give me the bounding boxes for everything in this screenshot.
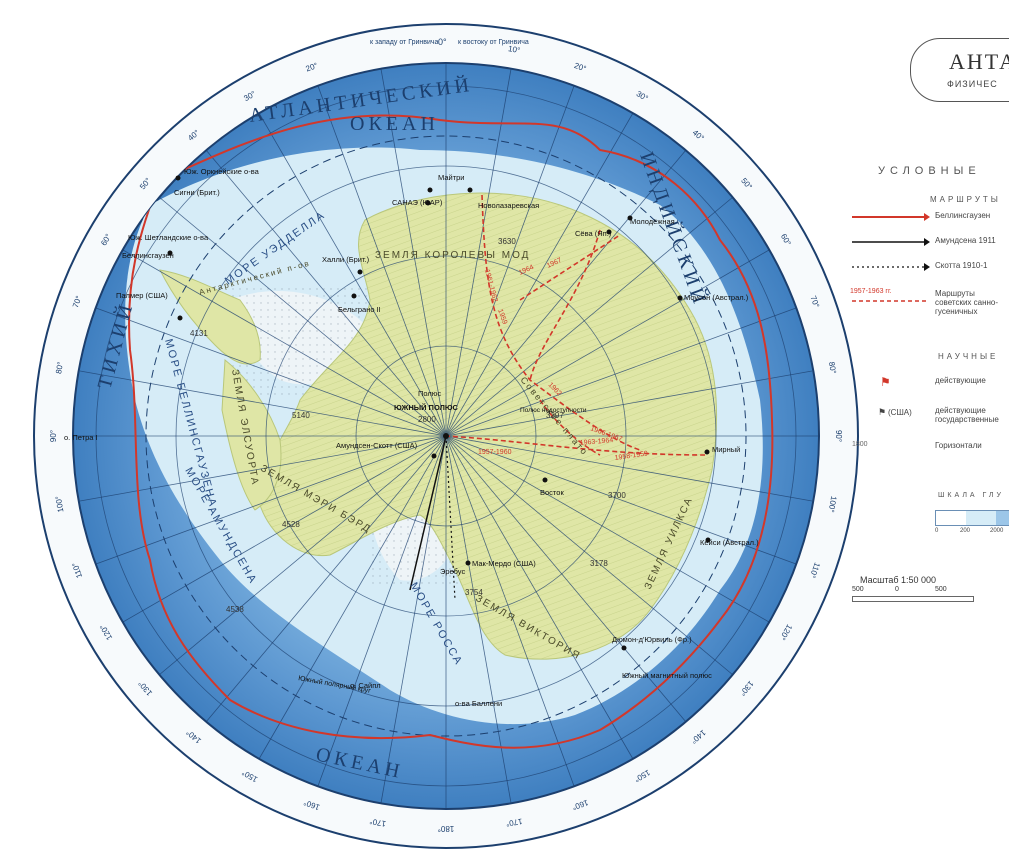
atlantic-ocean-label-2: ОКЕАН [350,113,439,135]
elevation-label: 4131 [190,329,208,338]
place-palmer: Палмер (США) [116,291,168,300]
place-vostok: Восток [540,488,564,497]
red-flag-icon: ⚑ [880,375,891,389]
dotted-arrow-icon [850,262,930,272]
place-novolazarevskaya: Новолазаревская [478,201,539,210]
depth-tick: 200 [960,528,970,534]
legend-row-code: (США) [888,408,912,417]
scale-bar [852,596,974,602]
place-sanae: САНАЭ (ЮАР) [392,198,443,207]
scale-text: Масштаб 1:50 000 [860,575,936,585]
black-arrow-icon [850,237,930,247]
legend-row-label: действующие [935,376,986,385]
place-casey: Кейси (Австрал.) [700,538,759,547]
ring-degree-label: 180° [438,824,455,833]
elevation-label: 3754 [465,588,483,597]
legend-row-label: Горизонтали [935,441,982,450]
ring-label-west: к западу от Гринвича [370,39,439,46]
place-signy: Сигни (Брит.) [174,188,220,197]
place-mirny: Мирный [712,445,740,454]
place-pole-1: Полюс [418,389,441,398]
route-year-label: 1957-1960 [478,449,512,456]
title-cartouche: АНТА ФИЗИЧЕС [910,38,1009,102]
legend-heading: УСЛОВНЫЕ [878,165,981,177]
legend-row-label: Амундсена 1911 [935,236,996,245]
place-bellingshausen: Беллинсгаузен [122,251,174,260]
depth-scale-bar [935,510,1009,526]
legend-row-code: 1957-1963 гг. [850,288,892,295]
place-mcmurdo: Мак-Мердо (США) [472,559,536,568]
place-pole-2: ЮЖНЫЙ ПОЛЮС [394,403,458,412]
place-south-shetland: Юж. Шетландские о-ва [128,233,209,242]
place-molodyozhnaya: Молодёжная [630,217,675,226]
elevation-label: 4528 [282,520,300,529]
place-syowa: Сёва (Яп.) [575,229,612,238]
place-dumont: Дюмон-д'Юрвиль (Фр.) [612,635,692,644]
scale-tick: 500 [852,586,864,593]
place-magnetic-pole: Южный магнитный полюс [622,671,712,680]
ring-label-zero: 0° [438,37,447,47]
scale-tick: 0 [895,586,899,593]
dashed-red-line-icon [850,298,930,304]
depth-tick: 0 [935,528,938,534]
place-erebus: Эребус [440,567,465,576]
scale-tick: 500 [935,586,947,593]
legend-panel: АНТА ФИЗИЧЕС УСЛОВНЫЕ МАРШРУТЫ Беллинсга… [850,30,1009,670]
map-subtitle: ФИЗИЧЕС [947,79,998,89]
legend-depth-title: ШКАЛА ГЛУ [938,492,1004,499]
map-title: АНТА [949,49,1009,75]
legend-row-label: Маршруты советских санно-гусеничных [935,289,1005,316]
queen-maud-land-label: ЗЕМЛЯ КОРОЛЕВЫ МОД [375,250,530,261]
place-balleny: о-ва Баллени [455,699,502,708]
elevation-label: 3630 [498,237,516,246]
place-belgrano: Бельграно II [338,305,381,314]
legend-row-label: действующие государственные [935,406,1005,424]
legend-science-title: НАУЧНЫЕ [938,352,998,361]
elevation-label: 3700 [608,491,626,500]
place-peter-i: о. Петра I [64,433,98,442]
elevation-label: 2800 [418,415,436,424]
red-arrow-icon [850,212,930,222]
depth-tick: 2000 [990,528,1003,534]
place-maitri: Майтри [438,173,465,182]
elevation-label: 5140 [292,411,310,420]
legend-row-label: Скотта 1910-1 [935,261,987,270]
elevation-label: 3178 [590,559,608,568]
ring-degree-label: 90° [834,430,843,442]
legend-row-label: Беллинсгаузен [935,211,990,220]
black-flag-icon: ⚑ [878,407,886,418]
legend-row-code: 1800 [852,441,868,448]
place-mawson: Моусон (Австрал.) [684,293,749,302]
ring-degree-label: 90° [49,430,58,442]
place-amundsen-scott: Амундсен-Скотт (США) [336,441,418,450]
elevation-label: 3397 [546,411,564,420]
place-south-orkney: Юж. Оркнейские о-ва [184,167,260,176]
legend-routes-title: МАРШРУТЫ [930,195,1001,204]
place-halley: Халли (Брит.) [322,255,370,264]
elevation-label: 4538 [226,605,244,614]
